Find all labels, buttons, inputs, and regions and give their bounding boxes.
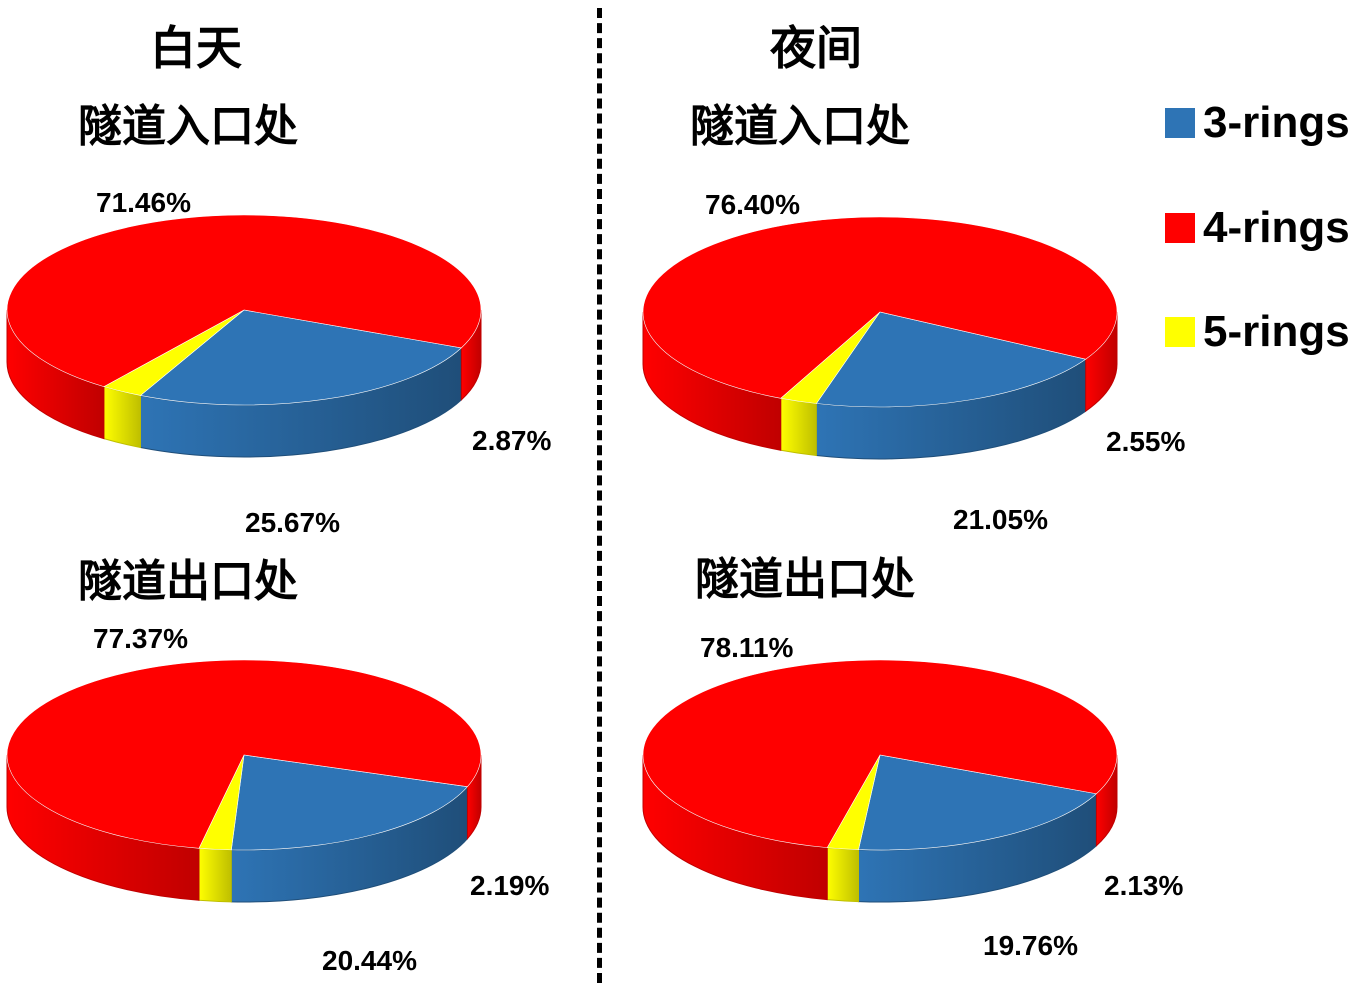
legend-swatch-3-rings: [1165, 108, 1195, 138]
pie-side-day-exit-5-rings: [198, 847, 232, 903]
day-night-divider: [597, 8, 602, 983]
pie-slice-night-exit-4-rings: [642, 659, 1118, 848]
pie-day-entrance: [6, 214, 482, 458]
data-label-night-exit-5-rings: 2.13%: [1104, 870, 1184, 901]
pie-slice-day-exit-3-rings: [230, 754, 469, 851]
pie-slice-night-exit-3-rings: [858, 754, 1098, 851]
pie-side-night-entrance-5-rings: [780, 397, 817, 457]
legend-label-5-rings: 5-rings: [1203, 307, 1350, 356]
chart-title-night-exit: 隧道出口处: [695, 554, 915, 605]
pie-slice-day-exit-4-rings: [6, 659, 482, 849]
data-label-night-exit-3-rings: 19.76%: [983, 930, 1078, 961]
legend-label-3-rings: 3-rings: [1203, 98, 1350, 147]
legend-swatch-4-rings: [1165, 213, 1195, 243]
legend-item-3-rings: 3-rings: [1165, 98, 1350, 148]
data-label-night-entrance-3-rings: 21.05%: [953, 504, 1048, 535]
legend-item-4-rings: 4-rings: [1165, 203, 1350, 253]
data-label-day-entrance-3-rings: 25.67%: [245, 507, 340, 538]
pie-slice-day-entrance-4-rings: [6, 214, 482, 387]
chart-title-day-entrance: 隧道入口处: [78, 101, 298, 152]
pie-slice-night-entrance-3-rings: [815, 311, 1087, 408]
night-header: 夜间: [770, 21, 862, 75]
pie-side-day-entrance-5-rings: [103, 385, 141, 449]
data-label-day-exit-3-rings: 20.44%: [322, 945, 417, 976]
pie-night-exit: [642, 659, 1118, 903]
data-label-night-entrance-5-rings: 2.55%: [1106, 426, 1186, 457]
day-header: 白天: [150, 21, 242, 75]
data-label-day-exit-5-rings: 2.19%: [470, 870, 550, 901]
chart-title-day-exit: 隧道出口处: [78, 556, 298, 607]
legend-swatch-5-rings: [1165, 317, 1195, 347]
pie-night-entrance: [642, 216, 1118, 460]
legend-label-4-rings: 4-rings: [1203, 203, 1350, 252]
data-label-day-entrance-5-rings: 2.87%: [472, 425, 552, 456]
pie-side-night-exit-5-rings: [826, 847, 860, 903]
data-label-day-entrance-4-rings: 71.46%: [96, 187, 191, 218]
legend-item-5-rings: 5-rings: [1165, 307, 1350, 357]
pie-slice-night-entrance-4-rings: [642, 216, 1118, 399]
pie-day-exit: [6, 659, 482, 903]
data-label-night-exit-4-rings: 78.11%: [700, 632, 794, 663]
data-label-night-entrance-4-rings: 76.40%: [705, 189, 800, 220]
data-label-day-exit-4-rings: 77.37%: [93, 623, 188, 654]
pie-slice-day-entrance-3-rings: [139, 309, 463, 406]
chart-title-night-entrance: 隧道入口处: [690, 101, 910, 152]
